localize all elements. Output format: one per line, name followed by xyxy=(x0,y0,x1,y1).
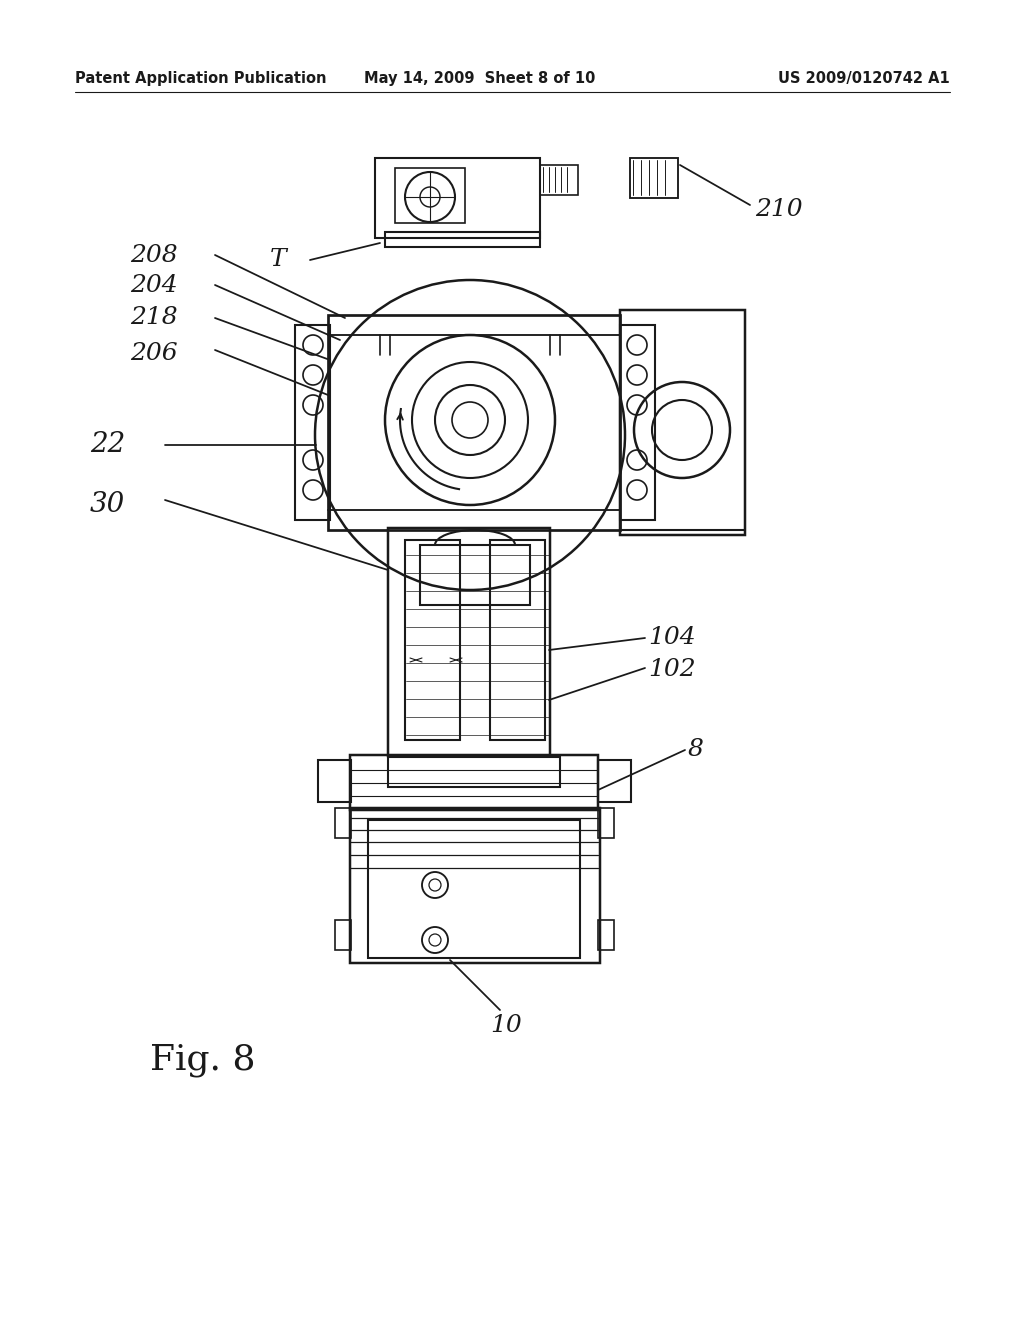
Bar xyxy=(318,760,351,803)
Bar xyxy=(295,325,330,520)
Bar xyxy=(490,540,545,741)
Bar xyxy=(328,315,620,531)
Text: 10: 10 xyxy=(490,1014,522,1036)
Text: 102: 102 xyxy=(648,659,695,681)
Bar xyxy=(388,528,550,756)
Text: 206: 206 xyxy=(130,342,177,364)
Bar xyxy=(335,920,351,950)
Text: 210: 210 xyxy=(755,198,803,222)
Text: 208: 208 xyxy=(130,243,177,267)
Text: 104: 104 xyxy=(648,627,695,649)
Text: 8: 8 xyxy=(688,738,703,762)
Bar xyxy=(598,920,614,950)
Bar xyxy=(540,165,578,195)
Text: T: T xyxy=(270,248,287,272)
Bar xyxy=(350,755,598,810)
Text: 22: 22 xyxy=(90,432,125,458)
Text: Fig. 8: Fig. 8 xyxy=(150,1043,256,1077)
Bar xyxy=(598,760,631,803)
Text: 30: 30 xyxy=(90,491,125,519)
Text: 218: 218 xyxy=(130,306,177,330)
Bar xyxy=(598,808,614,838)
Bar xyxy=(395,168,465,223)
Bar xyxy=(620,310,745,535)
Text: Patent Application Publication: Patent Application Publication xyxy=(75,70,327,86)
Bar xyxy=(350,808,600,964)
Text: US 2009/0120742 A1: US 2009/0120742 A1 xyxy=(778,70,950,86)
Bar xyxy=(420,545,530,605)
Bar xyxy=(385,232,540,247)
Bar xyxy=(406,540,460,741)
Bar xyxy=(620,325,655,520)
Bar xyxy=(630,158,678,198)
Bar xyxy=(375,158,540,238)
Text: 204: 204 xyxy=(130,273,177,297)
Bar xyxy=(368,820,580,958)
Bar xyxy=(335,808,351,838)
Bar xyxy=(388,756,560,787)
Text: May 14, 2009  Sheet 8 of 10: May 14, 2009 Sheet 8 of 10 xyxy=(365,70,596,86)
